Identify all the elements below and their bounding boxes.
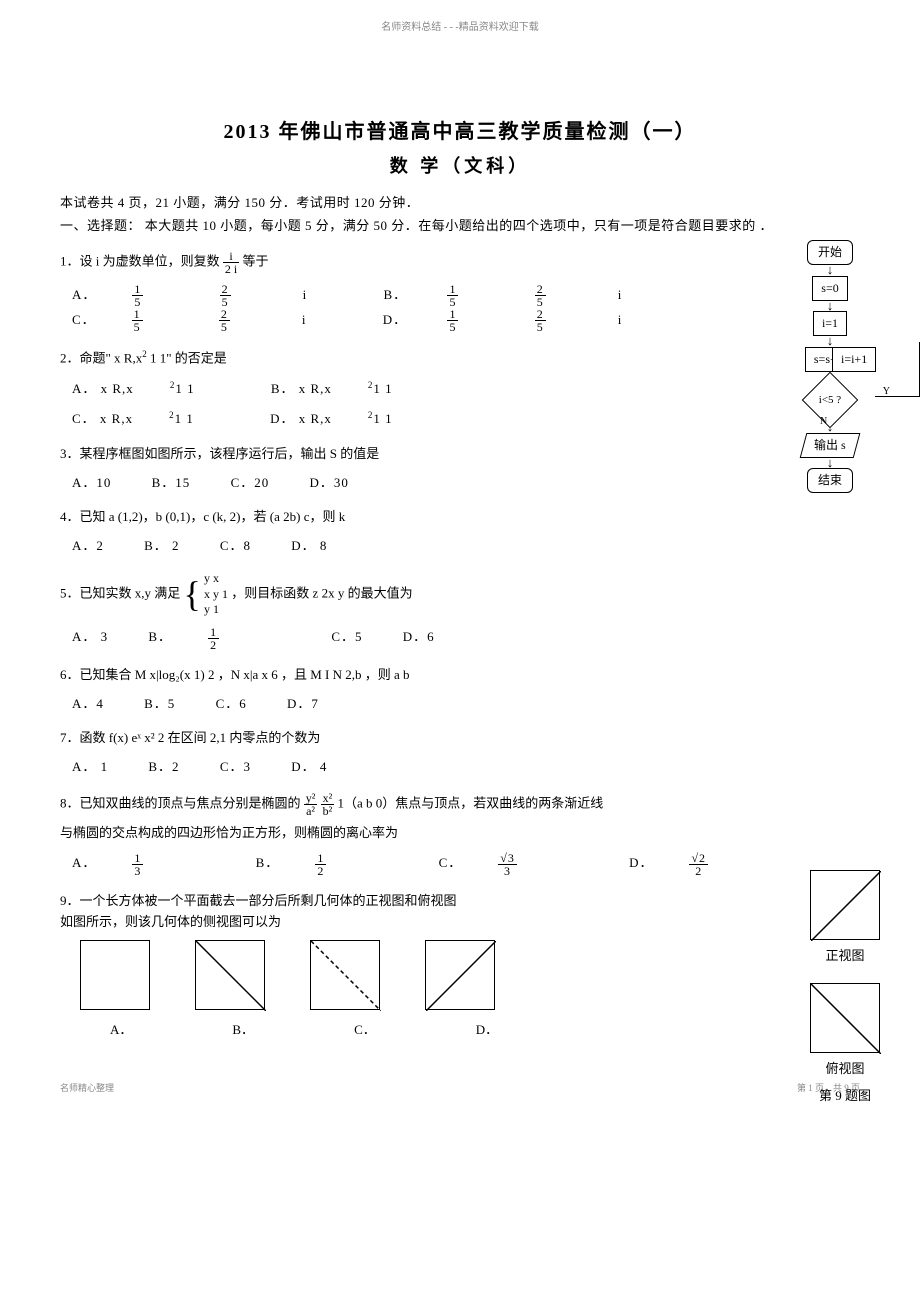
page-footer: 名师精心整理 第 1 页，共 9 页 [60, 1081, 860, 1095]
q9-label-d: D． [476, 1020, 498, 1041]
question-9: 9．一个长方体被一个平面截去一部分后所剩几何体的正视图和俯视图 如图所示，则该几… [60, 891, 860, 1041]
footer-left: 名师精心整理 [60, 1081, 114, 1095]
question-8: 8．已知双曲线的顶点与焦点分别是椭圆的 y²a² x²b² 1（a b 0）焦点… [60, 792, 860, 877]
question-3: 3．某程序框图如图所示，该程序运行后，输出 S 的值是 A．10 B．15 C．… [60, 444, 860, 494]
page-title: 2013 年佛山市普通高中高三教学质量检测（一） [60, 116, 860, 148]
q9-option-d [425, 940, 495, 1010]
fc-y: Y [883, 384, 890, 400]
question-5: 5．已知实数 x,y 满足 { y x x y 1 y 1 ，则目标函数 z 2… [60, 571, 860, 651]
question-6: 6．已知集合 M x|log₂(x 1) 2 ，N x|a x 6 ，且 M I… [60, 665, 860, 715]
q9-label-c: C． [354, 1020, 376, 1041]
top-view-label: 俯视图 [810, 1059, 880, 1080]
q9-option-a [80, 940, 150, 1010]
view-caption: 第 9 题图 [810, 1086, 880, 1107]
q9-option-b [195, 940, 265, 1010]
page-subtitle: 数 学（文科） [60, 152, 860, 181]
intro-line-2: 一、选择题： 本大题共 10 小题，每小题 5 分，满分 50 分．在每小题给出… [60, 216, 860, 237]
question-1: 1．设 i 为虚数单位，则复数 i2 i 等于 A．15 25i B． 15 2… [60, 250, 860, 333]
question-4: 4．已知 a (1,2)，b (0,1)，c (k, 2)，若 (a 2b) c… [60, 507, 860, 557]
q9-label-b: B． [232, 1020, 254, 1041]
top-header: 名师资料总结 - - -精品资料欢迎下载 [60, 20, 860, 36]
question-7: 7．函数 f(x) eˣ x² 2 在区间 2,1 内零点的个数为 A． 1 B… [60, 728, 860, 778]
q9-label-a: A． [110, 1020, 132, 1041]
intro-line-1: 本试卷共 4 页，21 小题，满分 150 分．考试用时 120 分钟． [60, 193, 860, 214]
q9-option-c [310, 940, 380, 1010]
question-2: 2．命题" x R,x2 1 1" 的否定是 A． x R,x2 1 1 B． … [60, 347, 860, 429]
